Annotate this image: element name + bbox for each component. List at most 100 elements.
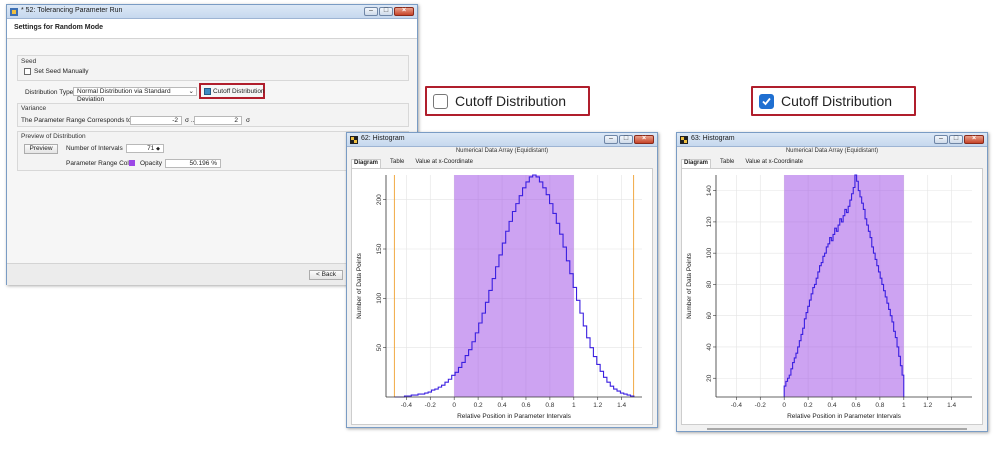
minimize-icon: –: [369, 7, 373, 14]
intervals-label: Number of Intervals: [66, 145, 123, 152]
x-tick-label: -0.2: [755, 402, 767, 409]
sigma-to-label: σ ...: [185, 117, 197, 124]
x-axis-label: Relative Position in Parameter Intervals: [457, 413, 572, 420]
x-tick-label: 0.2: [474, 402, 483, 409]
settings-footer: < Back: [7, 263, 417, 285]
close-icon: ×: [971, 135, 977, 142]
x-tick-label: 0.4: [828, 402, 837, 409]
minimize-icon: –: [609, 135, 613, 142]
maximize-button[interactable]: □: [949, 135, 963, 144]
range-high-input[interactable]: 2: [194, 116, 242, 125]
histogram-1-chart[interactable]: -0.4 -0.2 0 0.2 0.4 0.6 0.8 1 1.2 1.4 50 100 150 200 R…: [352, 169, 654, 426]
histogram-1-tabs: Diagram Table Value at x-Coordinate: [351, 159, 475, 168]
distribution-type-select[interactable]: Normal Distribution via Standard Deviati…: [73, 87, 197, 103]
x-tick-label: -0.4: [401, 402, 413, 409]
spinner-icon[interactable]: ◆: [156, 146, 160, 152]
minimize-button[interactable]: –: [604, 135, 618, 144]
x-tick-label: -0.4: [731, 402, 743, 409]
opacity-value: 50.196 %: [189, 160, 217, 167]
histogram-window-2: 63: Histogram – □ × Numerical Data Array…: [676, 132, 988, 432]
histogram-2-subtitle: Numerical Data Array (Equidistant): [785, 148, 879, 154]
seed-group-label: Seed: [21, 58, 37, 65]
x-axis-label: Relative Position in Parameter Intervals: [787, 413, 902, 420]
window-title: * 52: Tolerancing Parameter Run: [21, 7, 123, 14]
callout-unchecked: Cutoff Distribution: [425, 86, 590, 116]
distribution-type-label: Distribution Type: [25, 89, 74, 96]
maximize-icon: □: [953, 135, 959, 142]
tab-value-at-x[interactable]: Value at x-Coordinate: [415, 159, 473, 165]
close-button[interactable]: ×: [394, 7, 414, 16]
opacity-input[interactable]: 50.196 %: [165, 159, 221, 168]
seed-group: Seed Set Seed Manually: [17, 55, 409, 81]
y-tick-label: 50: [376, 344, 383, 352]
sigma-label: σ: [246, 117, 251, 124]
chevron-down-icon: ⌄: [188, 88, 194, 95]
histogram-1-title: 62: Histogram: [361, 135, 405, 142]
callout-checkbox-unchecked[interactable]: [433, 94, 448, 109]
intervals-input[interactable]: 71 ◆: [126, 144, 164, 153]
cutoff-label: Cutoff Distribution: [213, 88, 265, 95]
minimize-button[interactable]: –: [364, 7, 378, 16]
callout-checkbox-checked[interactable]: [759, 94, 774, 109]
variance-group: Variance The Parameter Range Corresponds…: [17, 103, 409, 127]
callout-unchecked-label: Cutoff Distribution: [455, 93, 567, 109]
opacity-label: Opacity: [140, 160, 163, 167]
y-axis-label: Number of Data Points: [356, 252, 363, 319]
range-color-swatch[interactable]: [129, 160, 135, 166]
close-button[interactable]: ×: [634, 135, 654, 144]
tab-diagram[interactable]: Diagram: [351, 159, 382, 168]
x-tick-label: 0.8: [545, 402, 554, 409]
tab-diagram[interactable]: Diagram: [681, 159, 712, 168]
back-button[interactable]: < Back: [309, 270, 343, 280]
y-tick-label: 120: [706, 216, 713, 227]
settings-window: * 52: Tolerancing Parameter Run – □ × Se…: [6, 4, 418, 285]
maximize-button[interactable]: □: [379, 7, 393, 16]
y-tick-label: 60: [706, 312, 713, 320]
horizontal-scrollbar[interactable]: [707, 428, 967, 430]
settings-subtitle-bar: Settings for Random Mode: [7, 19, 417, 39]
set-seed-checkbox[interactable]: [24, 68, 31, 75]
y-tick-label: 100: [706, 247, 713, 258]
histogram-1-titlebar: 62: Histogram – □ ×: [347, 133, 657, 147]
minimize-icon: –: [939, 135, 943, 142]
x-tick-label: 0: [782, 402, 786, 409]
range-low-input[interactable]: -2: [130, 116, 182, 125]
preview-group: Preview of Distribution Preview Number o…: [17, 131, 409, 171]
histogram-app-icon: [680, 136, 688, 144]
histogram-series-line: [783, 174, 905, 397]
x-tick-label: 0: [452, 402, 456, 409]
histogram-1-plot-area: -0.4 -0.2 0 0.2 0.4 0.6 0.8 1 1.2 1.4 50 100 150 200 R…: [351, 168, 653, 425]
close-icon: ×: [401, 7, 407, 14]
maximize-button[interactable]: □: [619, 135, 633, 144]
y-tick-label: 80: [706, 280, 713, 288]
settings-titlebar: * 52: Tolerancing Parameter Run – □ ×: [7, 5, 417, 19]
y-tick-label: 140: [706, 185, 713, 196]
histogram-2-chart[interactable]: -0.4 -0.2 0 0.2 0.4 0.6 0.8 1 1.2 1.4 20 40 60 80 100 1…: [682, 169, 984, 426]
settings-subtitle: Settings for Random Mode: [14, 24, 104, 31]
x-tick-label: 0.6: [851, 402, 860, 409]
distribution-type-value: Normal Distribution via Standard Deviati…: [77, 88, 171, 103]
x-tick-label: 0.4: [498, 402, 507, 409]
range-low-value: -2: [172, 117, 178, 124]
preview-group-label: Preview of Distribution: [21, 133, 86, 140]
y-axis-label: Number of Data Points: [686, 252, 693, 319]
preview-button[interactable]: Preview: [24, 144, 58, 154]
checkmark-icon: [762, 97, 771, 106]
tab-table[interactable]: Table: [720, 159, 735, 165]
cutoff-checkbox[interactable]: [204, 88, 211, 95]
minimize-button[interactable]: –: [934, 135, 948, 144]
callout-checked-label: Cutoff Distribution: [781, 93, 893, 109]
x-tick-label: 1: [902, 402, 906, 409]
y-tick-label: 20: [706, 374, 713, 382]
tab-table[interactable]: Table: [390, 159, 405, 165]
x-tick-label: 0.8: [875, 402, 884, 409]
histogram-2-titlebar: 63: Histogram – □ ×: [677, 133, 987, 147]
tab-value-at-x[interactable]: Value at x-Coordinate: [745, 159, 803, 165]
x-tick-label: 0.6: [521, 402, 530, 409]
histogram-window-1: 62: Histogram – □ × Numerical Data Array…: [346, 132, 658, 428]
maximize-icon: □: [383, 7, 389, 14]
close-button[interactable]: ×: [964, 135, 984, 144]
histogram-1-subtitle: Numerical Data Array (Equidistant): [455, 148, 549, 154]
callout-checked: Cutoff Distribution: [751, 86, 916, 116]
app-icon: [10, 8, 18, 16]
